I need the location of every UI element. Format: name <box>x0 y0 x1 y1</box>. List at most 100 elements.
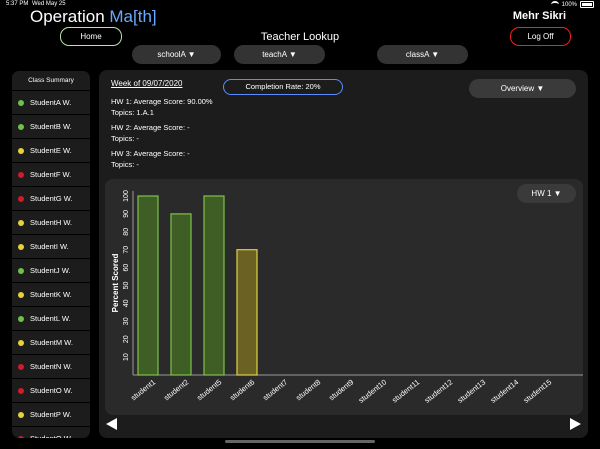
status-dot-icon <box>18 123 24 130</box>
student-list: StudentA W. StudentB W. StudentE W. Student… <box>12 90 90 438</box>
week-label[interactable]: Week of 09/07/2020 <box>111 79 183 88</box>
status-dot-icon <box>18 363 24 370</box>
sidebar-student-item[interactable]: StudentG W. <box>12 186 90 210</box>
sidebar-student-item[interactable]: StudentF W. <box>12 162 90 186</box>
battery-percent: 100% <box>561 1 577 8</box>
status-dot-icon <box>18 243 24 250</box>
sidebar-student-label: StudentP W. <box>30 410 72 419</box>
y-tick-label: 40 <box>123 299 130 307</box>
y-tick-label: 100 <box>123 190 130 202</box>
sidebar-student-item[interactable]: StudentE W. <box>12 138 90 162</box>
app-title-prefix: Operation <box>30 7 110 26</box>
status-dot-icon <box>18 315 24 322</box>
sidebar-student-label: StudentO W. <box>30 386 73 395</box>
status-dot-icon <box>18 411 24 418</box>
chart-panel: 10 20 30 40 50 60 70 80 90 100 Percent Scored stude… <box>105 179 583 415</box>
home-indicator <box>225 440 375 443</box>
y-tick-label: 50 <box>123 282 130 290</box>
sidebar-student-item[interactable]: StudentN W. <box>12 354 90 378</box>
sidebar-student-item[interactable]: StudentI W. <box>12 234 90 258</box>
sidebar-student-label: StudentJ W. <box>30 266 71 275</box>
teacher-select[interactable]: teachA ▼ <box>234 45 325 64</box>
status-dot-icon <box>18 147 24 154</box>
x-tick-label: student12 <box>423 377 455 404</box>
status-dot-icon <box>18 291 24 298</box>
hw2-topics: Topics: - <box>111 134 139 143</box>
y-tick-label: 30 <box>123 317 130 325</box>
sidebar-student-label: StudentM W. <box>30 338 73 347</box>
hw1-summary: HW 1: Average Score: 90.00% Topics: 1.A.… <box>111 96 213 118</box>
overview-dropdown[interactable]: Overview ▼ <box>469 79 576 98</box>
school-select[interactable]: schoolA ▼ <box>132 45 221 64</box>
user-name: Mehr Sikri <box>512 10 566 22</box>
sidebar-student-item[interactable]: StudentP W. <box>12 402 90 426</box>
status-date: Wed May 25 <box>32 1 66 7</box>
status-dot-icon <box>18 339 24 346</box>
x-tick-label: student5 <box>195 377 223 402</box>
sidebar-student-item[interactable]: StudentO W. <box>12 378 90 402</box>
x-tick-label: student2 <box>162 377 190 402</box>
y-tick-label: 70 <box>123 246 130 254</box>
x-tick-label: student8 <box>294 377 322 402</box>
homework-select[interactable]: HW 1 ▼ <box>517 184 576 203</box>
sidebar-student-item[interactable]: StudentJ W. <box>12 258 90 282</box>
status-dot-icon <box>18 267 24 274</box>
y-tick-label: 60 <box>123 264 130 272</box>
sidebar-student-label: StudentK W. <box>30 290 72 299</box>
bar-student6 <box>236 249 258 376</box>
status-dot-icon <box>18 387 24 394</box>
home-button[interactable]: Home <box>60 27 122 46</box>
bar-student2 <box>170 213 192 376</box>
status-dot-icon <box>18 195 24 202</box>
sidebar-student-item[interactable]: StudentM W. <box>12 330 90 354</box>
sidebar-student-item[interactable]: StudentL W. <box>12 306 90 330</box>
completion-rate-badge: Completion Rate: 20% <box>223 79 343 95</box>
sidebar-student-label: StudentA W. <box>30 98 72 107</box>
sidebar-student-label: StudentL W. <box>30 314 71 323</box>
x-tick-label: student15 <box>522 377 554 404</box>
sidebar-student-label: StudentQ W. <box>30 434 73 438</box>
y-tick-label: 90 <box>123 210 130 218</box>
x-tick-label: student7 <box>261 377 289 402</box>
wifi-icon <box>550 1 559 8</box>
sidebar-student-item[interactable]: StudentQ W. <box>12 426 90 438</box>
hw1-score: HW 1: Average Score: 90.00% <box>111 97 213 106</box>
x-tick-label: student9 <box>327 377 355 402</box>
sidebar-student-label: StudentG W. <box>30 194 73 203</box>
y-tick-label: 20 <box>123 335 130 343</box>
sidebar-student-item[interactable]: StudentA W. <box>12 90 90 114</box>
hw3-summary: HW 3: Average Score: - Topics: - <box>111 148 190 170</box>
battery-icon <box>580 1 594 8</box>
sidebar-student-label: StudentE W. <box>30 146 72 155</box>
x-tick-label: student10 <box>357 377 389 404</box>
previous-arrow-icon[interactable] <box>106 418 117 430</box>
next-arrow-icon[interactable] <box>570 418 581 430</box>
hw1-topics: Topics: 1.A.1 <box>111 108 154 117</box>
sidebar-student-item[interactable]: StudentH W. <box>12 210 90 234</box>
y-tick-label: 80 <box>123 228 130 236</box>
status-dot-icon <box>18 435 24 438</box>
bar-student1 <box>137 195 159 376</box>
app-title: Operation Ma[th] <box>30 7 157 27</box>
y-tick-label: 10 <box>123 353 130 361</box>
sidebar-title: Class Summary <box>28 77 74 84</box>
hw3-score: HW 3: Average Score: - <box>111 149 190 158</box>
class-select[interactable]: classA ▼ <box>377 45 468 64</box>
status-bar: 5:37 PM Wed May 25 100% <box>0 0 600 8</box>
status-dot-icon <box>18 219 24 226</box>
page-title: Teacher Lookup <box>260 31 340 43</box>
log-off-button[interactable]: Log Off <box>510 27 571 46</box>
status-time: 5:37 PM <box>6 1 29 7</box>
sidebar-student-label: StudentB W. <box>30 122 72 131</box>
status-dot-icon <box>18 171 24 178</box>
status-dot-icon <box>18 99 24 106</box>
x-tick-label: student1 <box>129 377 157 402</box>
hw3-topics: Topics: - <box>111 160 139 169</box>
sidebar-student-item[interactable]: StudentB W. <box>12 114 90 138</box>
sidebar-student-item[interactable]: StudentK W. <box>12 282 90 306</box>
sidebar-student-label: StudentH W. <box>30 218 73 227</box>
x-tick-label: student13 <box>456 377 488 404</box>
x-tick-label: student11 <box>390 377 421 404</box>
sidebar-student-label: StudentI W. <box>30 242 69 251</box>
class-summary-sidebar: Class Summary StudentA W. StudentB W. Stud… <box>12 71 90 438</box>
